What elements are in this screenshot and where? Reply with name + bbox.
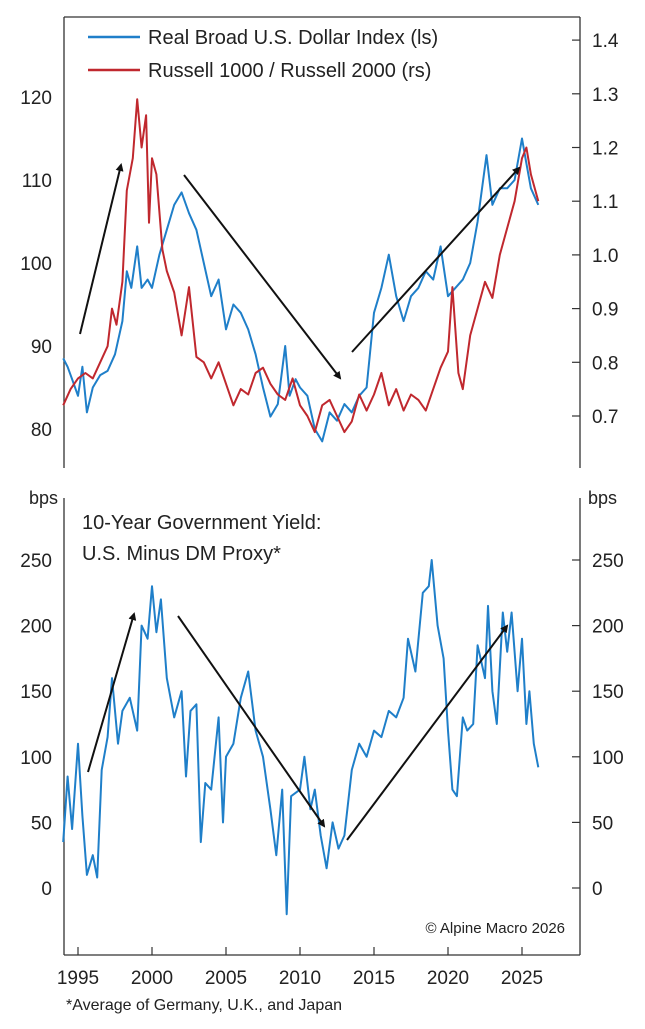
right-tick-label: 1.4	[592, 31, 619, 52]
series-line-dollar-index	[62, 137, 540, 443]
left-tick-label: 120	[20, 88, 52, 109]
left-tick-label: 150	[20, 682, 52, 703]
top-left-axis: 80 90 100 110 120	[20, 88, 52, 441]
arrow-up-1	[79, 163, 124, 335]
bottom-title: 10-Year Government Yield:	[82, 512, 321, 534]
left-tick-label: 100	[20, 254, 52, 275]
footnote: *Average of Germany, U.K., and Japan	[66, 997, 342, 1014]
bottom-y-axes: 0 0 50 50 100 100 150 150 200 200 250 250	[20, 551, 623, 900]
x-tick-label: 2005	[205, 968, 247, 989]
left-tick-label: 250	[20, 551, 52, 572]
arrow-down	[177, 615, 326, 828]
left-tick-label: 100	[20, 748, 52, 769]
right-tick-label: 50	[592, 813, 613, 834]
right-tick-label: 250	[592, 551, 624, 572]
legend-label-dollar: Real Broad U.S. Dollar Index (ls)	[148, 27, 438, 49]
arrow-up-2	[346, 624, 509, 841]
bps-label-left: bps	[29, 488, 58, 508]
x-tick-label: 2020	[427, 968, 469, 989]
right-tick-label: 0.9	[592, 300, 618, 321]
x-tick-label: 1995	[57, 968, 99, 989]
left-tick-label: 50	[31, 813, 52, 834]
trend-arrows-top	[79, 163, 521, 380]
series-line-russell-ratio	[62, 98, 540, 434]
right-tick-label: 200	[592, 617, 624, 638]
bottom-panel-frame	[63, 498, 581, 956]
left-tick-label: 80	[31, 420, 52, 441]
right-tick-label: 1.1	[592, 192, 618, 213]
right-tick-label: 0	[592, 879, 603, 900]
top-panel-frame	[63, 16, 581, 468]
right-tick-label: 0.7	[592, 407, 618, 428]
x-tick-label: 2010	[279, 968, 321, 989]
left-tick-label: 90	[31, 337, 52, 358]
bps-label-right: bps	[588, 488, 617, 508]
right-tick-label: 0.8	[592, 353, 618, 374]
x-tick-label: 2025	[501, 968, 543, 989]
bottom-subtitle: U.S. Minus DM Proxy*	[82, 543, 281, 565]
right-tick-label: 1.3	[592, 85, 618, 106]
top-right-axis: 0.7 0.8 0.9 1.0 1.1 1.2 1.3 1.4	[572, 31, 619, 428]
right-tick-label: 1.2	[592, 139, 618, 160]
right-tick-label: 150	[592, 682, 624, 703]
x-tick-label: 2015	[353, 968, 395, 989]
x-tick-label: 2000	[131, 968, 173, 989]
copyright: © Alpine Macro 2026	[426, 920, 565, 937]
right-tick-label: 1.0	[592, 246, 618, 267]
trend-arrows-bottom	[87, 612, 509, 841]
arrow-up-1	[87, 612, 137, 773]
series-line-yield-spread	[62, 559, 540, 916]
legend: Real Broad U.S. Dollar Index (ls) Russel…	[88, 27, 438, 82]
bottom-series	[62, 559, 540, 916]
right-tick-label: 100	[592, 748, 624, 769]
x-axis: 1995 2000 2005 2010 2015 2020 2025	[57, 947, 543, 989]
left-tick-label: 110	[22, 171, 52, 192]
legend-label-russell: Russell 1000 / Russell 2000 (rs)	[148, 60, 431, 82]
arrow-down	[183, 174, 342, 380]
arrow-up-2	[351, 166, 521, 353]
left-tick-label: 200	[20, 617, 52, 638]
top-series	[62, 98, 540, 443]
left-tick-label: 0	[41, 879, 52, 900]
